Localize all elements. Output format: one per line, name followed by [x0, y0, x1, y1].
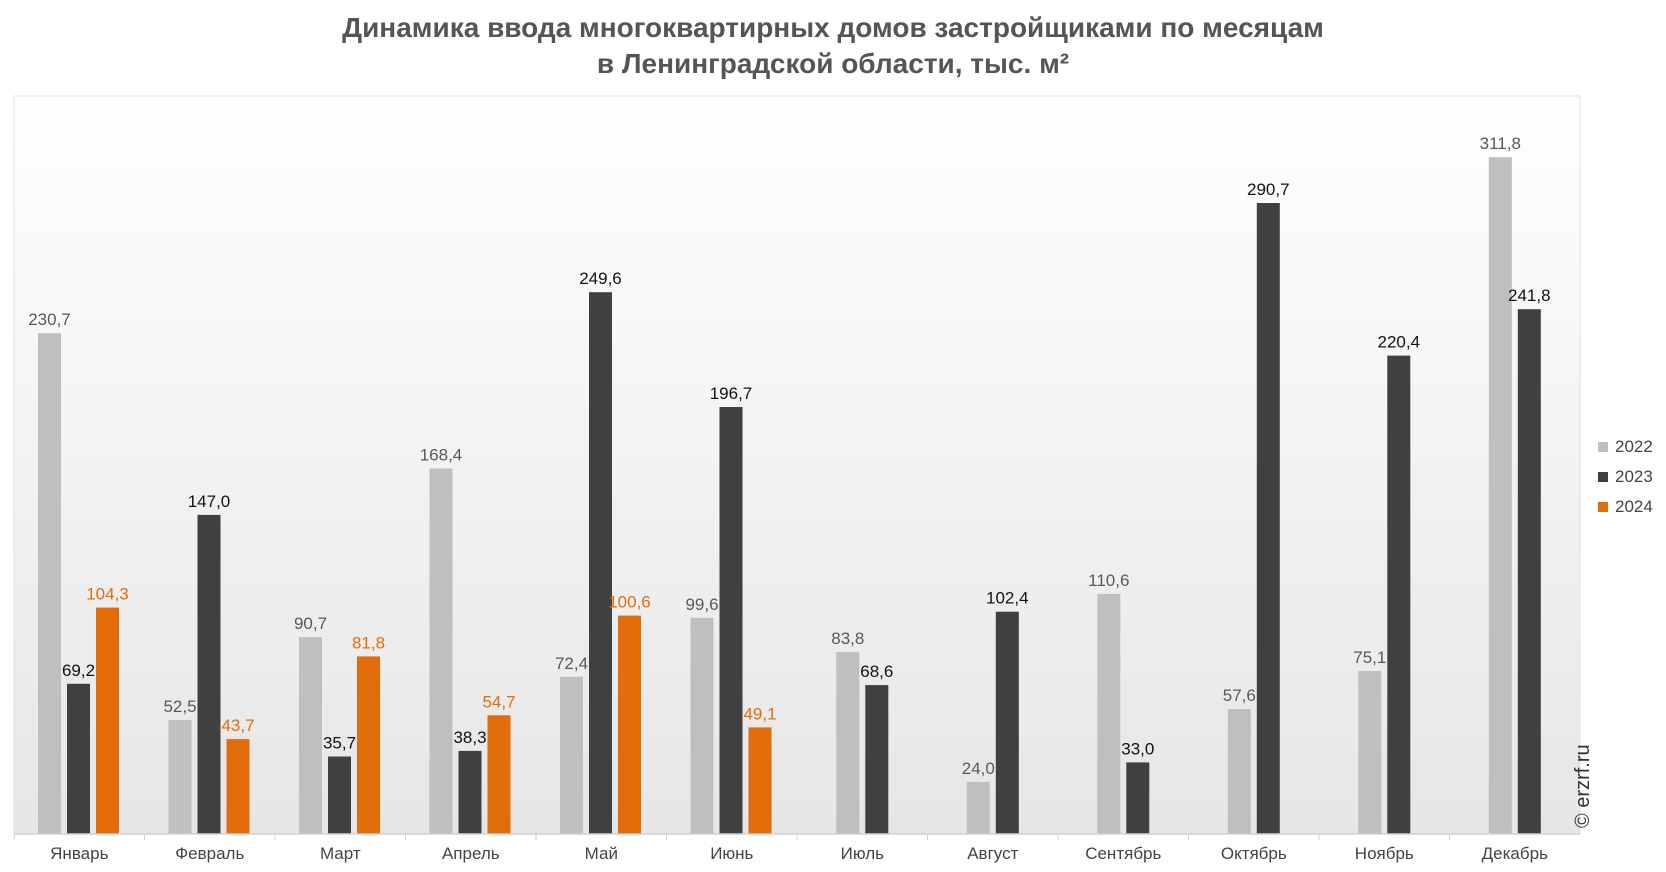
- bar-2022-10: [1227, 709, 1251, 834]
- data-label-2024-3: 81,8: [352, 633, 385, 652]
- data-label-2022-3: 90,7: [294, 614, 327, 633]
- bar-2022-5: [560, 676, 583, 834]
- data-label-2023-7: 68,6: [860, 662, 893, 681]
- bar-2023-12: [1517, 309, 1541, 834]
- data-label-2024-6: 49,1: [743, 704, 776, 723]
- bar-2023-1: [67, 683, 90, 834]
- data-label-2022-2: 52,5: [163, 697, 196, 716]
- data-label-2022-6: 99,6: [685, 595, 718, 614]
- data-label-2022-7: 83,8: [831, 629, 864, 648]
- bar-2023-10: [1256, 203, 1280, 834]
- x-tick-label-4: Апрель: [442, 844, 500, 863]
- bar-2024-2: [226, 739, 250, 834]
- x-tick-label-6: Июнь: [710, 844, 753, 863]
- x-tick-label-9: Сентябрь: [1085, 844, 1161, 863]
- data-label-2024-4: 54,7: [482, 692, 515, 711]
- bar-2024-1: [96, 607, 119, 834]
- bar-2024-3: [357, 656, 380, 834]
- bar-2023-3: [328, 756, 351, 834]
- legend-swatch-2022: [1598, 442, 1608, 452]
- bar-2022-11: [1358, 671, 1382, 834]
- data-label-2023-1: 69,2: [62, 661, 95, 680]
- bar-2022-9: [1097, 593, 1121, 834]
- bar-2023-7: [865, 685, 889, 834]
- x-tick-label-1: Январь: [50, 844, 108, 863]
- data-label-2023-10: 290,7: [1247, 180, 1290, 199]
- data-label-2022-10: 57,6: [1223, 686, 1256, 705]
- bar-2022-2: [168, 720, 192, 834]
- data-label-2023-3: 35,7: [323, 734, 356, 753]
- x-tick-label-11: Ноябрь: [1355, 844, 1414, 863]
- legend-label-2023: 2023: [1615, 467, 1653, 486]
- data-label-2022-5: 72,4: [555, 654, 588, 673]
- bar-2022-12: [1488, 157, 1512, 834]
- data-label-2024-2: 43,7: [221, 716, 254, 735]
- legend-label-2024: 2024: [1615, 497, 1653, 516]
- data-label-2022-4: 168,4: [420, 446, 463, 465]
- bar-2024-5: [618, 615, 641, 834]
- data-label-2022-8: 24,0: [962, 759, 995, 778]
- chart-title-line-2: в Ленинградской области, тыс. м²: [596, 48, 1070, 79]
- bar-2022-7: [836, 652, 860, 834]
- bar-2022-6: [690, 617, 714, 834]
- credit-watermark: © erzrf.ru: [1572, 744, 1594, 828]
- data-label-2023-2: 147,0: [188, 492, 231, 511]
- data-label-2022-1: 230,7: [28, 310, 71, 329]
- bar-2024-4: [487, 715, 511, 834]
- data-label-2023-8: 102,4: [986, 589, 1029, 608]
- chart-title: Динамика ввода многоквартирных домов зас…: [0, 10, 1666, 82]
- bar-2022-4: [429, 468, 453, 834]
- legend-item-2022: 2022: [1598, 432, 1653, 462]
- data-label-2022-12: 311,8: [1480, 134, 1521, 153]
- data-label-2023-4: 38,3: [453, 728, 486, 747]
- legend-swatch-2023: [1598, 472, 1608, 482]
- chart-title-line-1: Динамика ввода многоквартирных домов зас…: [342, 12, 1324, 43]
- legend-item-2023: 2023: [1598, 462, 1653, 492]
- data-label-2023-6: 196,7: [710, 384, 753, 403]
- data-label-2023-12: 241,8: [1508, 286, 1551, 305]
- data-label-2022-11: 75,1: [1353, 648, 1386, 667]
- data-label-2023-5: 249,6: [579, 269, 622, 288]
- bar-2023-8: [995, 611, 1019, 834]
- data-label-2022-9: 110,6: [1088, 571, 1129, 590]
- legend-item-2024: 2024: [1598, 492, 1653, 522]
- data-label-2024-1: 104,3: [86, 585, 129, 604]
- bar-2022-8: [966, 781, 990, 834]
- legend-swatch-2024: [1598, 502, 1608, 512]
- x-tick-label-7: Июль: [841, 844, 885, 863]
- bar-2023-4: [458, 750, 482, 834]
- bar-2023-5: [589, 292, 612, 834]
- bar-2022-3: [299, 637, 322, 834]
- bar-2023-2: [197, 514, 221, 834]
- legend: 2022 2023 2024: [1598, 432, 1653, 522]
- legend-label-2022: 2022: [1615, 437, 1653, 456]
- bar-2024-6: [748, 727, 772, 834]
- plot-area: [13, 95, 1581, 835]
- x-tick-label-3: Март: [320, 844, 361, 863]
- bar-2022-1: [38, 333, 61, 834]
- bar-2023-11: [1387, 355, 1411, 834]
- bar-2023-6: [719, 407, 743, 834]
- x-tick-label-10: Октябрь: [1221, 844, 1287, 863]
- data-label-2024-5: 100,6: [608, 593, 651, 612]
- x-tick-label-8: Август: [967, 844, 1018, 863]
- bar-2023-9: [1126, 762, 1150, 834]
- data-label-2023-9: 33,0: [1121, 739, 1154, 758]
- data-label-2023-11: 220,4: [1378, 333, 1421, 352]
- x-tick-label-2: Февраль: [175, 844, 244, 863]
- x-tick-label-5: Май: [585, 844, 618, 863]
- x-tick-label-12: Декабрь: [1482, 844, 1548, 863]
